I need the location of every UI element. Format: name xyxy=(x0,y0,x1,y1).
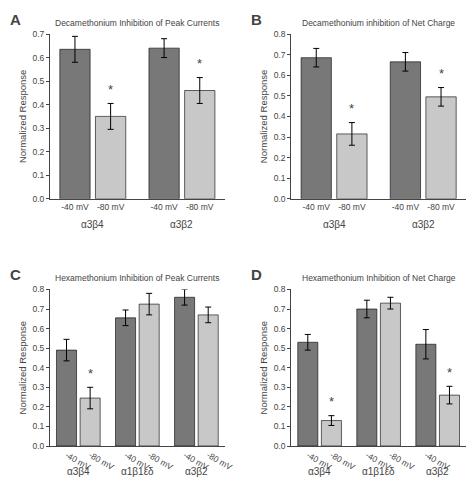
svg-text:C: C xyxy=(10,266,21,283)
svg-text:-40 mV: -40 mV xyxy=(63,450,92,473)
svg-text:α3β4: α3β4 xyxy=(81,219,104,230)
svg-text:0.7: 0.7 xyxy=(32,304,44,314)
svg-text:-80 mV: -80 mV xyxy=(146,450,175,473)
svg-text:0.8: 0.8 xyxy=(274,284,286,294)
svg-text:0.6: 0.6 xyxy=(274,70,286,80)
svg-text:0.5: 0.5 xyxy=(274,91,286,101)
svg-text:α3β2: α3β2 xyxy=(426,466,449,477)
svg-text:*: * xyxy=(447,365,452,380)
svg-text:Normalized Response: Normalized Response xyxy=(17,321,28,414)
svg-text:-40 mV: -40 mV xyxy=(150,202,178,212)
svg-text:-40 mV: -40 mV xyxy=(303,202,331,212)
svg-text:-80 mV: -80 mV xyxy=(387,450,416,473)
svg-text:0.3: 0.3 xyxy=(32,382,44,392)
svg-text:0.4: 0.4 xyxy=(274,111,286,121)
svg-text:0.1: 0.1 xyxy=(274,173,286,183)
svg-text:α1β1εδ: α1β1εδ xyxy=(362,466,395,477)
svg-text:0.5: 0.5 xyxy=(274,343,286,353)
svg-text:-40 mV: -40 mV xyxy=(61,202,89,212)
svg-text:0.4: 0.4 xyxy=(32,100,44,110)
svg-text:*: * xyxy=(88,366,93,381)
svg-text:-40 mV: -40 mV xyxy=(305,450,334,473)
svg-text:α3β2: α3β2 xyxy=(412,219,435,230)
svg-text:0.2: 0.2 xyxy=(32,147,44,157)
svg-text:A: A xyxy=(10,11,21,28)
svg-text:0.3: 0.3 xyxy=(274,382,286,392)
svg-text:-80 mV: -80 mV xyxy=(87,450,116,473)
svg-text:α3β4: α3β4 xyxy=(67,466,90,477)
svg-text:α1β1εδ: α1β1εδ xyxy=(121,466,154,477)
svg-text:0.6: 0.6 xyxy=(32,53,44,63)
svg-text:0.5: 0.5 xyxy=(32,343,44,353)
svg-text:0.0: 0.0 xyxy=(274,441,286,451)
svg-text:Decamethonium Inhibition of Pe: Decamethonium Inhibition of Peak Current… xyxy=(55,18,219,28)
svg-text:Hexamethonium Inhibition of Ne: Hexamethonium Inhibition of Net Charge xyxy=(302,273,456,283)
svg-text:*: * xyxy=(349,101,354,116)
svg-text:0.7: 0.7 xyxy=(274,304,286,314)
svg-text:Normalized Response: Normalized Response xyxy=(17,70,28,163)
svg-text:*: * xyxy=(439,66,444,81)
svg-text:0.3: 0.3 xyxy=(32,123,44,133)
svg-text:0.8: 0.8 xyxy=(274,29,286,39)
svg-text:-80 mV: -80 mV xyxy=(328,450,357,473)
svg-text:Normalized Response: Normalized Response xyxy=(258,70,269,163)
svg-text:0.3: 0.3 xyxy=(274,132,286,142)
svg-text:-40 mV: -40 mV xyxy=(392,202,420,212)
svg-text:-80 mV: -80 mV xyxy=(205,450,234,473)
svg-text:0.2: 0.2 xyxy=(274,402,286,412)
svg-text:Normalized Response: Normalized Response xyxy=(258,321,269,414)
svg-text:0.8: 0.8 xyxy=(32,284,44,294)
svg-text:0.6: 0.6 xyxy=(274,324,286,334)
svg-text:-40 mV: -40 mV xyxy=(364,450,393,473)
svg-text:-40 mV: -40 mV xyxy=(181,450,210,473)
svg-text:D: D xyxy=(251,266,262,283)
svg-text:α3β2: α3β2 xyxy=(185,466,208,477)
svg-text:-80 mV: -80 mV xyxy=(186,202,214,212)
svg-text:0.2: 0.2 xyxy=(274,153,286,163)
svg-text:0.0: 0.0 xyxy=(274,194,286,204)
svg-text:0.1: 0.1 xyxy=(274,421,286,431)
svg-text:*: * xyxy=(108,82,113,97)
svg-text:-40 mV: -40 mV xyxy=(122,450,151,473)
svg-text:-80 mV: -80 mV xyxy=(338,202,366,212)
svg-text:Decamethonium inhibition of Ne: Decamethonium inhibition of Net Charge xyxy=(302,18,455,28)
svg-text:α3β4: α3β4 xyxy=(323,219,346,230)
svg-text:0.4: 0.4 xyxy=(32,363,44,373)
svg-text:*: * xyxy=(329,394,334,409)
svg-text:0.2: 0.2 xyxy=(32,402,44,412)
svg-text:0.4: 0.4 xyxy=(274,363,286,373)
svg-text:-80 mV: -80 mV xyxy=(97,202,125,212)
svg-text:0.6: 0.6 xyxy=(32,324,44,334)
svg-text:α3β2: α3β2 xyxy=(170,219,193,230)
svg-text:0.7: 0.7 xyxy=(274,50,286,60)
svg-text:α3β4: α3β4 xyxy=(308,466,331,477)
svg-text:0.1: 0.1 xyxy=(32,421,44,431)
svg-text:-80 mV: -80 mV xyxy=(427,202,455,212)
svg-text:-40 mV: -40 mV xyxy=(423,450,452,473)
svg-text:0.0: 0.0 xyxy=(32,441,44,451)
svg-text:0.1: 0.1 xyxy=(32,170,44,180)
svg-text:*: * xyxy=(197,56,202,71)
svg-text:0.0: 0.0 xyxy=(32,194,44,204)
svg-text:0.5: 0.5 xyxy=(32,76,44,86)
svg-text:0.7: 0.7 xyxy=(32,29,44,39)
svg-text:Hexamethonium Inhibition of Pe: Hexamethonium Inhibition of Peak Current… xyxy=(55,273,219,283)
svg-text:B: B xyxy=(251,11,262,28)
